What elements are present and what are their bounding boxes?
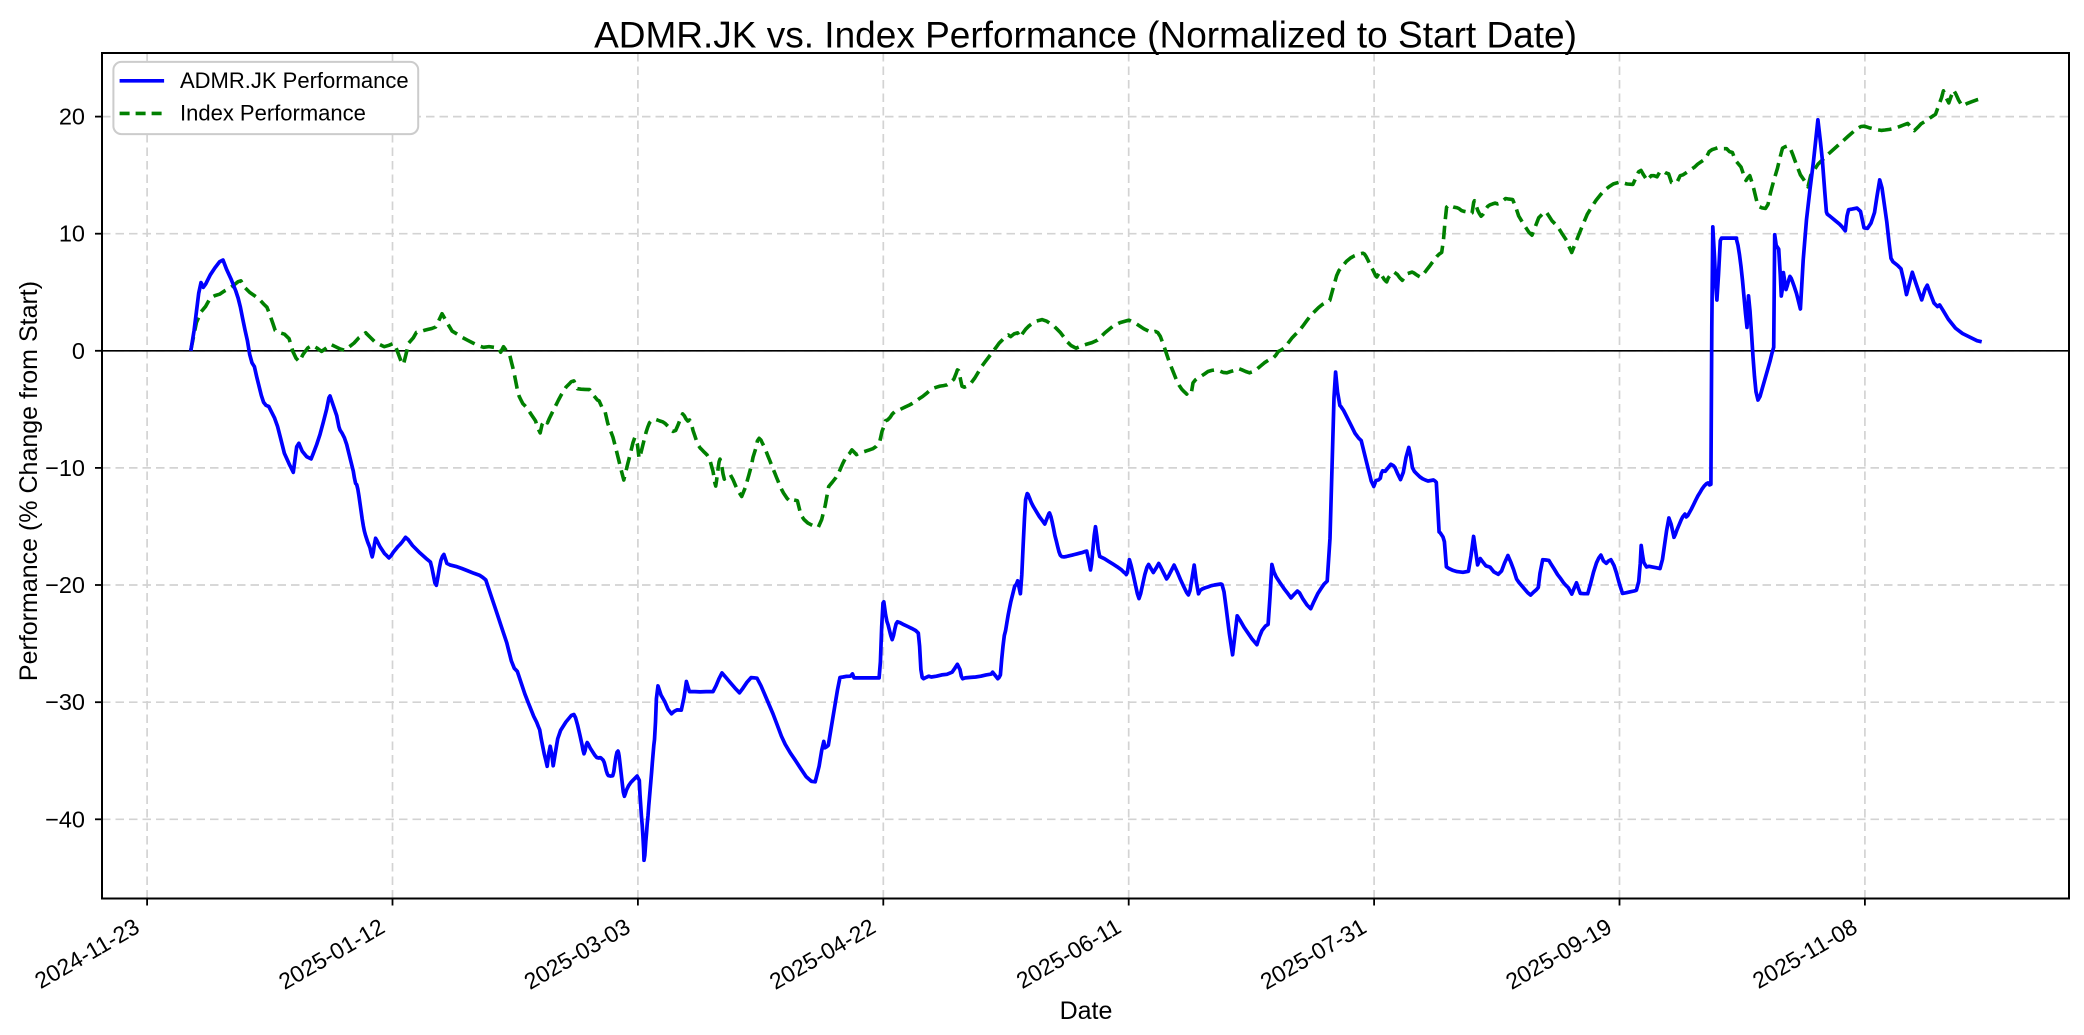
svg-text:Date: Date: [1060, 997, 1113, 1025]
svg-text:2025-07-31: 2025-07-31: [1256, 913, 1371, 994]
svg-text:20: 20: [59, 104, 85, 130]
svg-text:Performance (% Change from Sta: Performance (% Change from Start): [15, 281, 43, 681]
svg-text:−40: −40: [45, 806, 85, 832]
svg-text:2025-03-03: 2025-03-03: [520, 913, 635, 994]
svg-text:2025-09-19: 2025-09-19: [1501, 913, 1616, 994]
svg-text:2024-11-23: 2024-11-23: [30, 913, 143, 993]
svg-text:2025-11-08: 2025-11-08: [1748, 913, 1861, 993]
svg-text:ADMR.JK Performance: ADMR.JK Performance: [180, 68, 409, 93]
svg-text:ADMR.JK vs. Index Performance: ADMR.JK vs. Index Performance (Normalize…: [594, 15, 1577, 56]
svg-text:10: 10: [59, 221, 85, 247]
svg-text:−20: −20: [45, 572, 85, 598]
svg-text:0: 0: [72, 338, 85, 364]
svg-text:−30: −30: [45, 689, 85, 715]
svg-text:2025-01-12: 2025-01-12: [274, 913, 389, 994]
svg-text:−10: −10: [45, 455, 85, 481]
svg-text:2025-04-22: 2025-04-22: [765, 913, 880, 994]
svg-text:2025-06-11: 2025-06-11: [1012, 913, 1125, 993]
svg-text:Index Performance: Index Performance: [180, 101, 366, 126]
